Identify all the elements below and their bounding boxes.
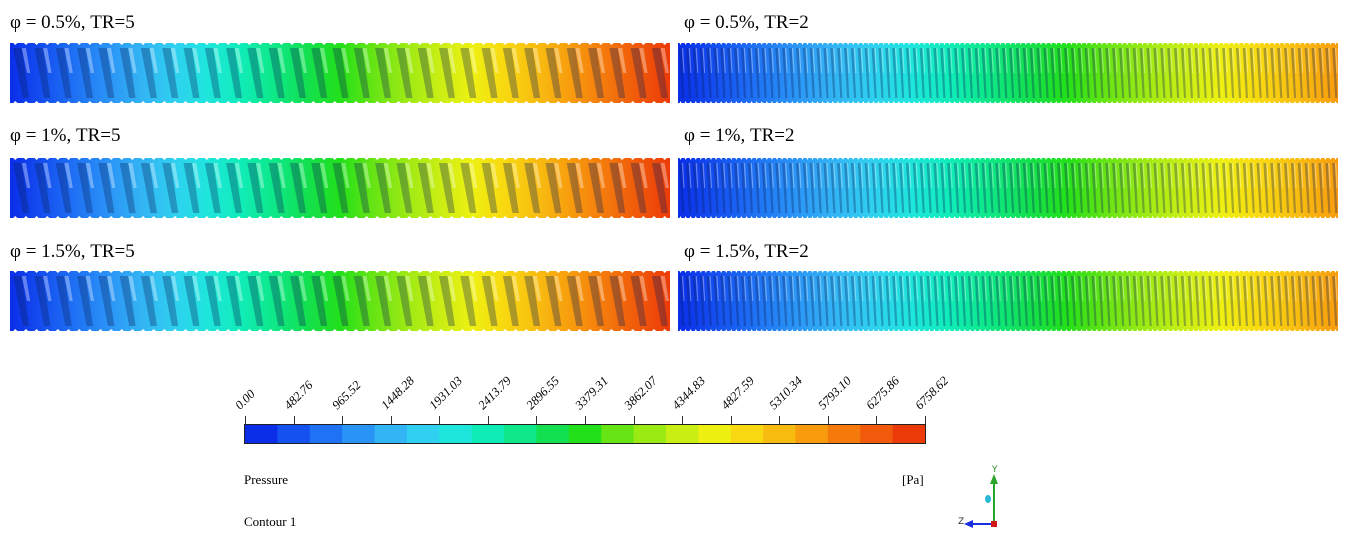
panel-label-5: φ = 1.5%, TR=5 — [10, 241, 135, 262]
pressure-contour-strip-2 — [678, 40, 1338, 106]
color-band — [827, 425, 861, 443]
legend-tick-mark — [585, 416, 586, 424]
legend-tick-mark — [536, 416, 538, 424]
tube-serrated-edges — [10, 268, 670, 334]
color-band — [342, 425, 376, 443]
color-band — [536, 425, 570, 443]
pressure-gradient-field — [10, 158, 670, 218]
color-band — [504, 425, 538, 443]
color-band — [892, 425, 926, 443]
legend-tick-label: 2413.79 — [475, 373, 514, 413]
color-band — [860, 425, 894, 443]
legend-tick-mark — [293, 416, 295, 424]
axis-y-label: Y — [991, 465, 998, 475]
tube-serrated-edges — [678, 268, 1338, 334]
pressure-gradient-field — [678, 271, 1338, 331]
twisted-tape-blades — [679, 48, 1338, 98]
legend-tick-label: 3379.31 — [572, 373, 612, 413]
legend-tick-label: 1931.03 — [426, 373, 466, 413]
panel-label-6: φ = 1.5%, TR=2 — [684, 241, 809, 262]
color-band — [245, 425, 278, 443]
legend-variable-name: Pressure — [244, 472, 289, 487]
color-band — [277, 425, 311, 443]
pressure-gradient-field — [10, 271, 670, 331]
pressure-gradient-field — [678, 43, 1338, 103]
color-band — [763, 425, 797, 443]
panel-label-4: φ = 1%, TR=2 — [684, 125, 795, 146]
legend-tick-label: 5793.10 — [815, 373, 854, 413]
legend-tick-mark — [779, 416, 781, 424]
legend-tick-mark — [245, 416, 246, 424]
pressure-contour-strip-1 — [10, 40, 670, 106]
pressure-gradient-field — [678, 158, 1338, 218]
legend-tick-label: 4827.59 — [718, 373, 757, 413]
legend-tick-mark — [487, 416, 489, 424]
pressure-color-bar — [244, 424, 926, 444]
twisted-tape-blades — [679, 163, 1338, 213]
legend-unit: [Pa] — [902, 472, 924, 487]
color-band — [633, 425, 667, 443]
twisted-tape-blades — [13, 163, 669, 213]
legend-tick-mark — [390, 416, 392, 424]
color-band — [698, 425, 732, 443]
twisted-tape-blades — [13, 276, 669, 326]
legend-tick-mark — [876, 416, 878, 424]
tube-serrated-edges — [10, 40, 670, 106]
legend-tick-label: 482.76 — [280, 378, 316, 413]
legend-tick-label: 6758.62 — [912, 373, 952, 413]
panel-label-2: φ = 0.5%, TR=2 — [684, 12, 809, 33]
legend-tick-mark — [925, 416, 926, 424]
pressure-contour-strip-6 — [678, 268, 1338, 334]
legend-tick-label: 1448.28 — [378, 373, 417, 413]
legend-tick-mark — [730, 416, 732, 424]
axis-z-label: Z — [958, 517, 964, 527]
legend-tick-mark — [682, 416, 684, 424]
color-band — [795, 425, 829, 443]
color-band — [374, 425, 408, 443]
legend-tick-label: 0.00 — [232, 386, 258, 413]
color-band — [730, 425, 764, 443]
panel-label-3: φ = 1%, TR=5 — [10, 125, 121, 146]
legend-tick-mark — [827, 416, 829, 424]
tube-serrated-edges — [678, 40, 1338, 106]
color-band — [406, 425, 440, 443]
legend-tick-label: 3862.07 — [620, 373, 660, 413]
color-band — [471, 425, 505, 443]
legend-tick-mark — [633, 416, 635, 424]
legend-tick-label: 5310.34 — [766, 373, 806, 413]
pressure-contour-strip-4 — [678, 155, 1338, 221]
color-band — [568, 425, 602, 443]
contour-name: Contour 1 — [244, 514, 297, 529]
tube-serrated-edges — [678, 155, 1338, 221]
pressure-gradient-field — [10, 43, 670, 103]
legend-tick-mark — [342, 416, 344, 424]
legend-tick-mark — [439, 416, 441, 424]
color-band — [439, 425, 473, 443]
twisted-tape-blades — [13, 48, 669, 98]
legend-tick-label: 6275.86 — [863, 373, 903, 413]
tube-serrated-edges — [10, 155, 670, 221]
panel-label-1: φ = 0.5%, TR=5 — [10, 12, 135, 33]
twisted-tape-blades — [679, 276, 1338, 326]
pressure-contour-strip-3 — [10, 155, 670, 221]
legend-tick-label: 4344.83 — [669, 373, 709, 413]
legend-tick-label: 965.52 — [329, 378, 364, 413]
color-band — [309, 425, 343, 443]
legend-tick-label: 2896.55 — [523, 373, 563, 413]
color-band — [665, 425, 699, 443]
color-band — [601, 425, 635, 443]
axis-triad-icon: Y Z — [958, 465, 998, 528]
pressure-contour-strip-5 — [10, 268, 670, 334]
